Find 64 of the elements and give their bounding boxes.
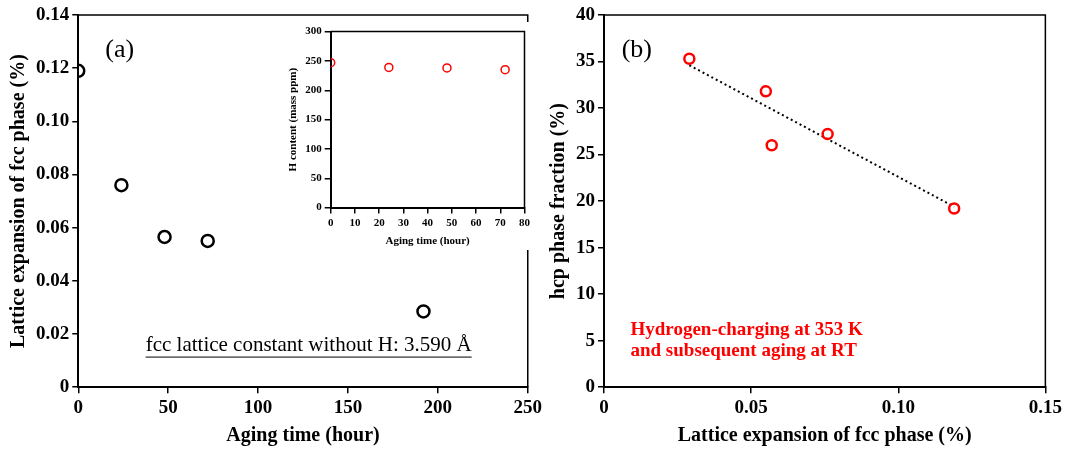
x-tick-label: 60 [470,216,483,229]
y-axis-title: hcp phase fraction (%) [546,103,570,300]
x-tick-label: 50 [446,216,458,229]
y-tick-label: 100 [305,141,323,154]
x-tick-label: 80 [519,216,531,229]
y-tick-label: 250 [305,53,323,66]
y-tick-label: 0.06 [36,215,70,237]
x-axis-title: Aging time (hour) [226,423,380,447]
point [416,304,431,319]
y-tick-label: 10 [576,282,595,304]
x-tick-label: 250 [513,395,542,417]
point [683,52,696,65]
point [765,139,778,152]
annotation: (b) [621,34,652,64]
y-tick-label: 50 [310,171,323,184]
point [114,177,129,193]
y-tick-label: 0 [316,200,323,213]
x-tick-label: 0.05 [734,395,768,417]
y-tick-label: 0.14 [36,2,70,24]
annotation: (a) [105,34,135,64]
y-tick-label: 0.10 [36,109,70,131]
y-tick-label: 5 [585,328,595,350]
y-tick-label: 0 [585,375,595,397]
annotation: fcc lattice constant without H: 3.590 Å [145,332,473,357]
x-tick-label: 200 [423,395,453,417]
point [384,62,394,73]
y-tick-label: 20 [576,189,595,211]
y-axis-title: H content (mass ppm) [286,67,300,172]
point [947,202,961,215]
y-tick-label: 150 [305,112,323,125]
point [500,64,510,75]
y-tick-label: 0 [59,375,70,397]
y-tick-label: 0.02 [36,321,70,343]
x-tick-label: 40 [422,216,434,229]
y-axis-title: Lattice expansion of fcc phase (%) [6,54,30,349]
x-tick-label: 20 [373,216,386,229]
x-tick-label: 0.10 [881,395,915,417]
y-tick-label: 300 [305,24,323,37]
x-axis-title: Aging time (hour) [385,234,471,248]
x-tick-label: 30 [397,216,410,229]
x-tick-label: 50 [158,395,178,417]
y-tick-label: 200 [305,83,323,96]
x-tick-label: 10 [349,216,361,229]
y-tick-label: 15 [576,235,595,257]
y-tick-label: 0.12 [36,56,70,78]
y-tick-label: 25 [576,142,595,164]
x-tick-label: 100 [243,395,273,417]
y-tick-label: 0.08 [36,162,70,184]
point [821,127,834,141]
point [442,63,452,73]
annotation: Hydrogen-charging at 353 K and subsequent aging at RT [630,317,864,361]
y-tick-label: 35 [576,49,595,71]
x-tick-label: 0 [599,395,609,417]
y-tick-label: 40 [576,2,595,24]
y-tick-label: 0.04 [36,268,70,290]
x-tick-label: 150 [333,395,363,417]
x-axis-title: Lattice expansion of fcc phase (%) [677,423,972,447]
point [200,233,215,249]
point [759,85,773,98]
y-tick-label: 30 [576,95,595,117]
x-tick-label: 70 [494,216,507,229]
x-tick-label: 0 [327,216,334,229]
point [157,229,172,245]
x-tick-label: 0.15 [1028,395,1062,417]
